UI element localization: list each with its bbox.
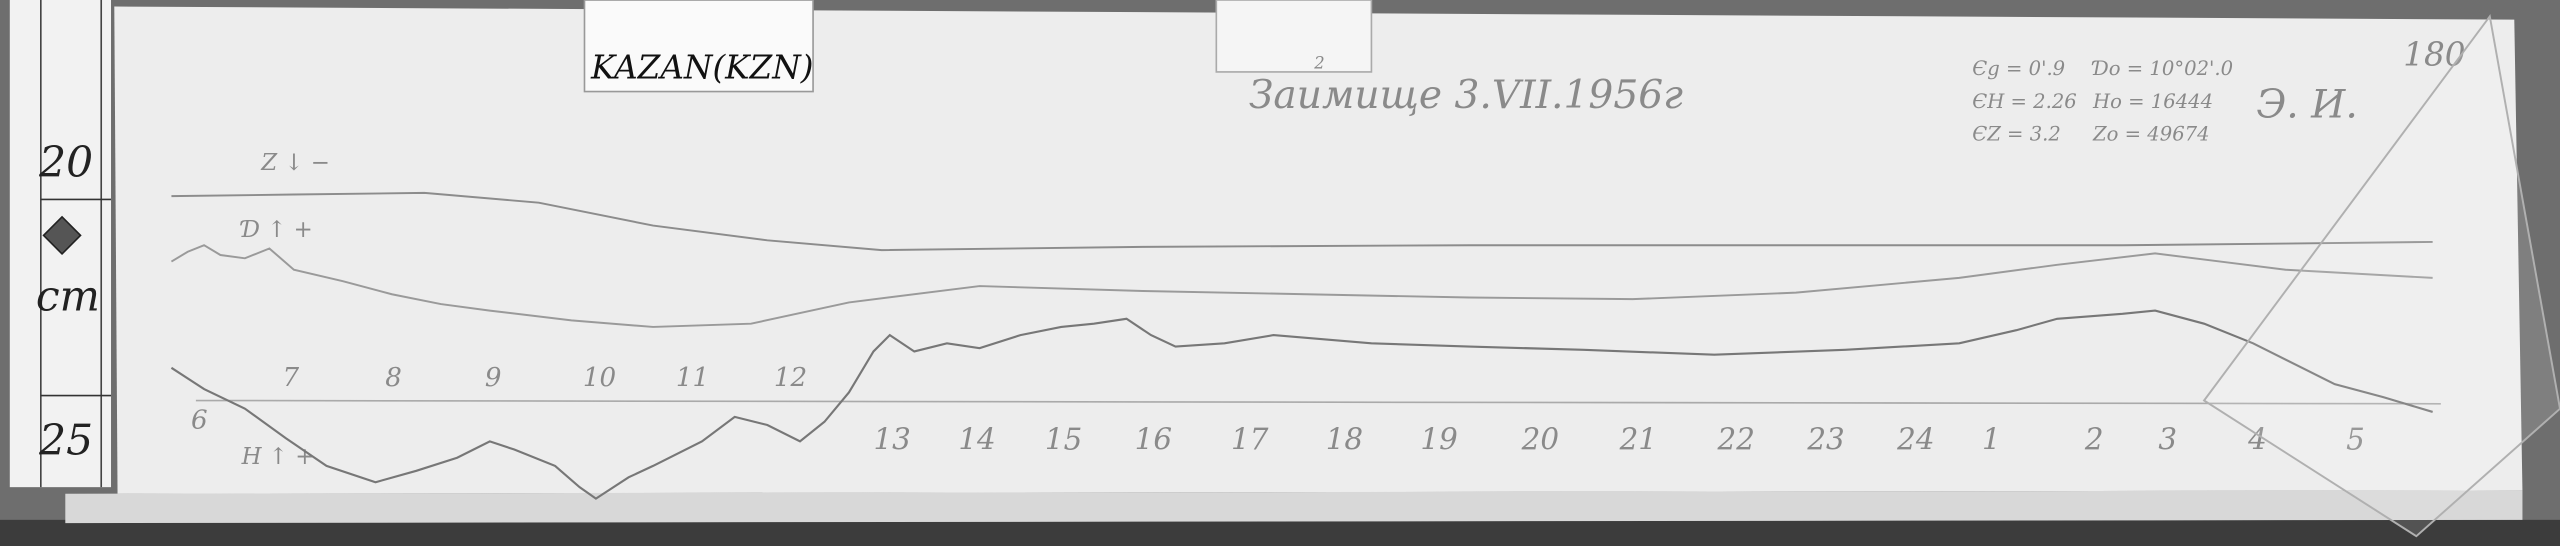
hour-label: 5 [2346, 423, 2365, 457]
baseline [195, 399, 2441, 405]
hour-label: 18 [1326, 423, 1363, 457]
corner-number: 180 [2403, 35, 2465, 73]
hour-label: 8 [385, 363, 402, 393]
hour-label: 6 [191, 405, 208, 435]
station-label: KAZAN(KZN) [590, 48, 814, 86]
ruler-value-20: 20 [38, 139, 93, 188]
record-title: Заимище 3.VII.1956г [1249, 73, 1683, 118]
hour-label: 17 [1231, 423, 1269, 457]
hour-label: 19 [1420, 423, 1457, 457]
trace-label-z: Z ↓ − [260, 150, 330, 176]
hour-label: 11 [676, 363, 709, 393]
hour-label: 9 [485, 363, 502, 393]
hour-label: 20 [1521, 423, 1559, 457]
ruler-unit: cm [36, 273, 100, 322]
trace-z [171, 191, 2433, 252]
const-z0: Zo = 49674 [2092, 123, 2210, 146]
trace-label-h: H ↑ + [241, 444, 315, 470]
trace-label-d: Ɗ ↑ + [240, 217, 313, 243]
hour-label: 15 [1045, 423, 1082, 457]
ruler: 20 cm 25 [9, 0, 112, 488]
hour-label: 7 [282, 363, 299, 393]
hour-label: 22 [1717, 423, 1755, 457]
hour-label: 1 [1982, 423, 2001, 457]
hour-labels-lower: 13 14 15 16 17 18 19 20 21 22 23 24 1 2 3 4 5 [873, 423, 2364, 457]
trace-d [170, 244, 2433, 328]
station-label-card: KAZAN(KZN) [583, 0, 814, 93]
initials: Э. И. [2256, 83, 2357, 128]
hour-label: 10 [583, 363, 616, 393]
ruler-value-25: 25 [38, 416, 93, 465]
glass-set-square [2202, 13, 2560, 538]
tab-mark: 2 [1313, 54, 1324, 73]
const-h0: Ho = 16444 [2092, 90, 2213, 113]
paper-tab: 2 [1215, 0, 1373, 73]
const-eps-z: ЄZ = 3.2 [1972, 123, 2061, 146]
hour-labels-upper: 6 7 8 9 10 11 12 [191, 363, 807, 436]
hour-label: 2 [2084, 423, 2104, 457]
hour-label: 14 [958, 423, 995, 457]
hour-label: 16 [1135, 423, 1172, 457]
const-d0: Ɗo = 10°02'.0 [2091, 57, 2233, 80]
hour-label: 21 [1619, 423, 1657, 457]
const-eps-d: Єg = 0'.9 [1972, 57, 2065, 80]
const-eps-h: ЄH = 2.26 [1972, 90, 2077, 113]
trace-h [170, 309, 2433, 500]
ruler-emblem-icon [42, 215, 82, 256]
hour-label: 13 [873, 423, 910, 457]
hour-label: 3 [2158, 423, 2177, 457]
hour-label: 24 [1896, 423, 1934, 457]
hour-label: 12 [774, 363, 807, 393]
hour-label: 23 [1806, 423, 1844, 457]
